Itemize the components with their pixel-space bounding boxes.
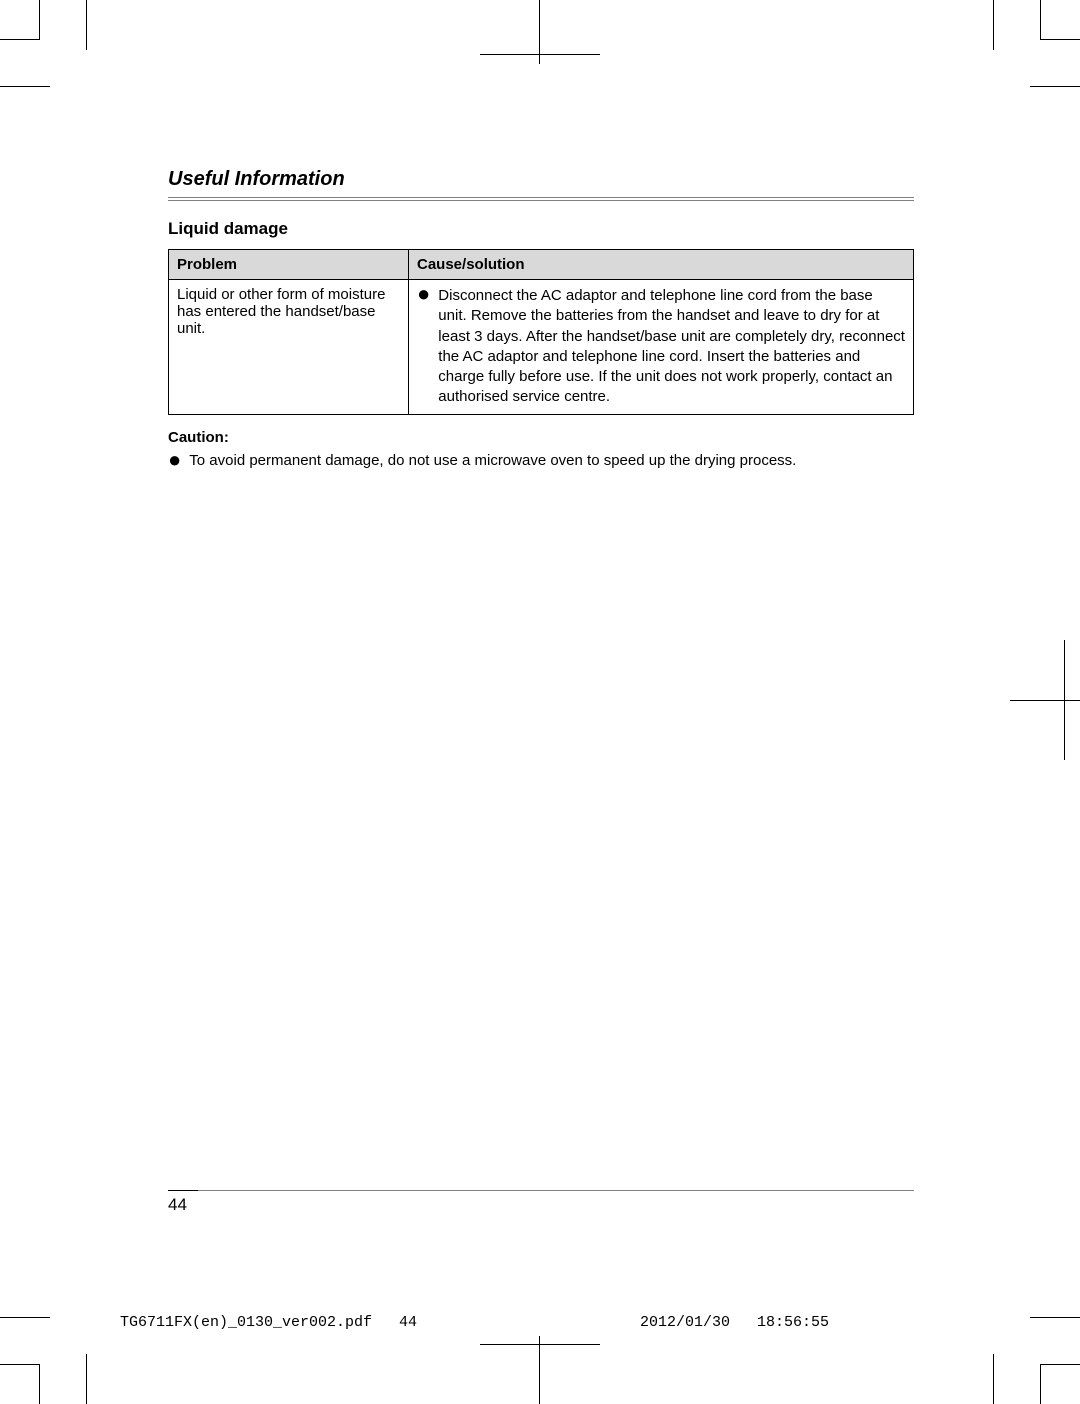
- table-row: Liquid or other form of moisture has ent…: [169, 280, 914, 415]
- registration-mark: [539, 1336, 540, 1404]
- table-cell-problem: Liquid or other form of moisture has ent…: [169, 280, 409, 415]
- footer-left: TG6711FX(en)_0130_ver002.pdf 44: [120, 1314, 417, 1331]
- crop-box-tr: [1040, 0, 1080, 40]
- bullet-icon: ●: [168, 452, 181, 469]
- table-header-row: Problem Cause/solution: [169, 250, 914, 280]
- crop-mark: [1030, 1317, 1080, 1318]
- crop-box-br: [1040, 1364, 1080, 1404]
- crop-box-bl: [0, 1364, 40, 1404]
- crop-box-tl: [0, 0, 40, 40]
- table-header-problem: Problem: [169, 250, 409, 280]
- solution-text: Disconnect the AC adaptor and telephone …: [438, 286, 905, 408]
- crop-mark: [86, 1354, 87, 1404]
- table-cell-solution: ● Disconnect the AC adaptor and telephon…: [409, 280, 914, 415]
- caution-text: To avoid permanent damage, do not use a …: [189, 452, 796, 469]
- registration-mark: [1010, 700, 1080, 701]
- page-content: Useful Information Liquid damage Problem…: [168, 168, 914, 469]
- caution-label: Caution:: [168, 429, 914, 446]
- caution-bullet: ● To avoid permanent damage, do not use …: [168, 452, 914, 469]
- page-number: 44: [168, 1190, 198, 1215]
- crop-mark: [993, 0, 994, 50]
- footer-right: 2012/01/30 18:56:55: [640, 1314, 829, 1331]
- registration-mark: [480, 1344, 600, 1345]
- problem-table: Problem Cause/solution Liquid or other f…: [168, 249, 914, 415]
- divider: [168, 197, 914, 198]
- crop-mark: [0, 86, 50, 87]
- sub-title: Liquid damage: [168, 219, 914, 239]
- bullet-icon: ●: [417, 286, 430, 408]
- crop-mark: [0, 1317, 50, 1318]
- crop-mark: [1030, 86, 1080, 87]
- table-header-cause: Cause/solution: [409, 250, 914, 280]
- crop-mark: [993, 1354, 994, 1404]
- registration-mark: [480, 54, 600, 55]
- crop-mark: [86, 0, 87, 50]
- section-title: Useful Information: [168, 168, 914, 197]
- page-number-divider: [168, 1190, 914, 1191]
- divider: [168, 200, 914, 201]
